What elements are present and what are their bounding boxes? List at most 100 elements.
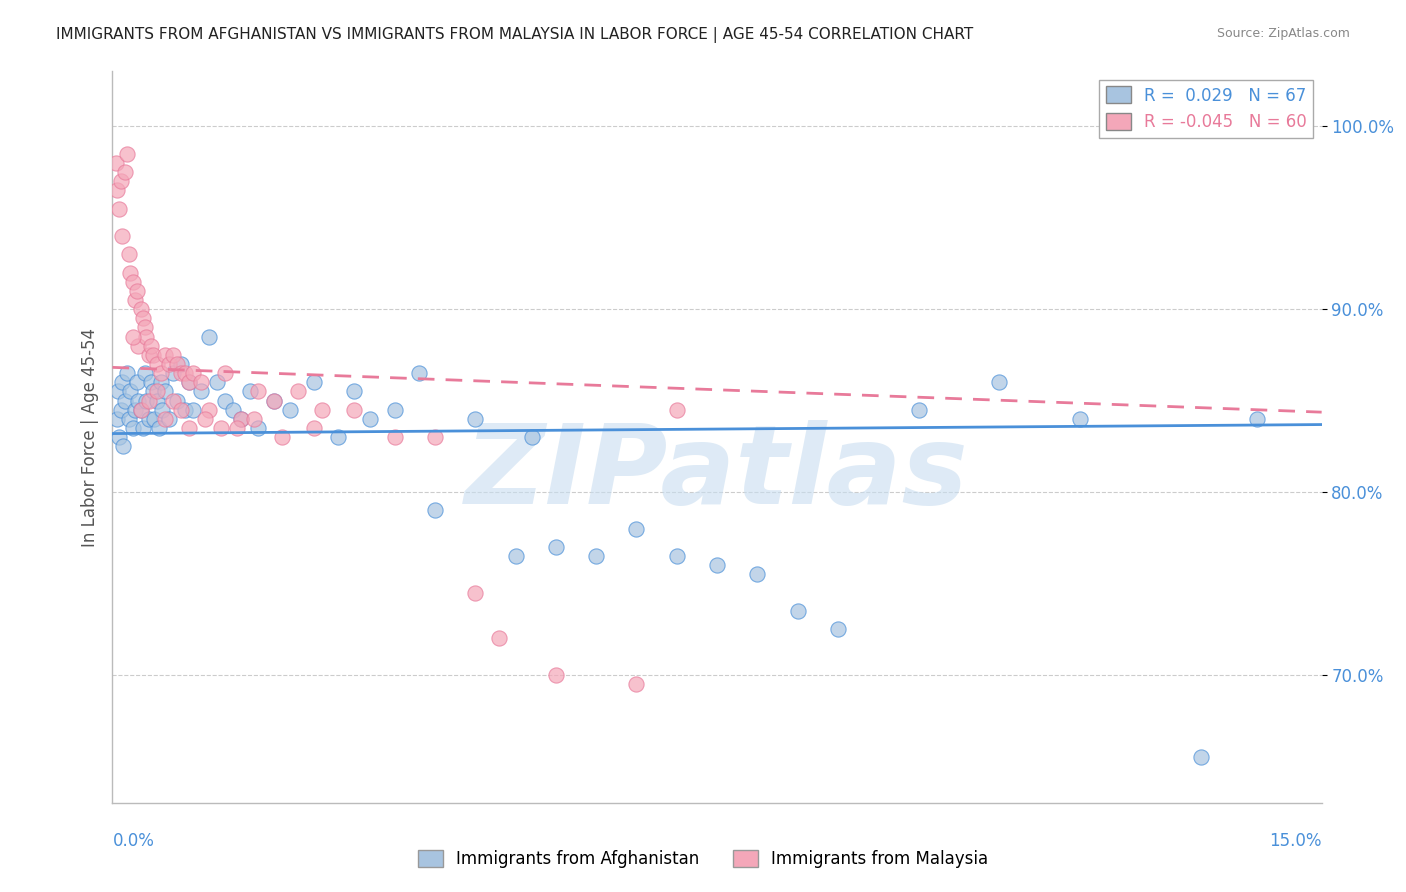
Point (138, 348, 160, 362)
Point (108, 430, 131, 444)
Point (174, 366, 197, 380)
Point (464, 585, 486, 599)
Point (214, 366, 236, 380)
Point (174, 402, 197, 417)
Point (665, 549, 688, 563)
Point (1246, 412, 1268, 426)
Point (626, 522, 648, 536)
Point (127, 393, 149, 408)
Point (520, 430, 543, 444)
Point (134, 366, 156, 380)
Point (104, 155, 127, 169)
Point (359, 412, 381, 426)
Point (114, 165, 136, 179)
Point (129, 402, 152, 417)
Point (181, 366, 204, 380)
Point (464, 412, 486, 426)
Text: ZIPatlas: ZIPatlas (465, 420, 969, 527)
Point (124, 402, 146, 417)
Point (115, 366, 138, 380)
Point (149, 366, 172, 380)
Point (148, 421, 170, 435)
Point (121, 421, 143, 435)
Point (110, 402, 132, 417)
Point (170, 402, 193, 417)
Point (142, 384, 165, 399)
Point (209, 421, 232, 435)
Point (343, 384, 366, 399)
Point (231, 412, 253, 426)
Legend: R =  0.029   N = 67, R = -0.045   N = 60: R = 0.029 N = 67, R = -0.045 N = 60 (1099, 79, 1313, 137)
Point (105, 412, 128, 426)
Point (706, 558, 728, 573)
Point (222, 402, 245, 417)
Point (408, 366, 430, 380)
Point (214, 393, 236, 408)
Point (132, 311, 155, 326)
Point (544, 668, 567, 682)
Legend: Immigrants from Afghanistan, Immigrants from Malaysia: Immigrants from Afghanistan, Immigrants … (411, 843, 995, 875)
Point (263, 393, 285, 408)
Point (135, 329, 157, 343)
Point (231, 412, 253, 426)
Point (194, 412, 217, 426)
Y-axis label: In Labor Force | Age 45-54: In Labor Force | Age 45-54 (80, 327, 98, 547)
Point (585, 549, 607, 563)
Point (190, 376, 212, 390)
Point (129, 301, 152, 317)
Point (162, 366, 184, 380)
Text: 15.0%: 15.0% (1270, 832, 1322, 850)
Point (198, 329, 221, 343)
Point (988, 376, 1011, 390)
Point (124, 293, 146, 307)
Point (287, 384, 309, 399)
Point (125, 376, 148, 390)
Point (423, 430, 446, 444)
Point (544, 540, 567, 554)
Point (827, 622, 849, 636)
Point (343, 402, 366, 417)
Point (108, 202, 131, 216)
Point (311, 402, 333, 417)
Text: IMMIGRANTS FROM AFGHANISTAN VS IMMIGRANTS FROM MALAYSIA IN LABOR FORCE | AGE 45-: IMMIGRANTS FROM AFGHANISTAN VS IMMIGRANT… (56, 27, 973, 43)
Point (129, 402, 152, 417)
Point (127, 339, 149, 353)
Point (177, 421, 200, 435)
Point (162, 393, 184, 408)
Point (198, 402, 221, 417)
Point (157, 357, 180, 371)
Point (117, 247, 139, 261)
Point (111, 376, 134, 390)
Point (181, 402, 204, 417)
Point (162, 348, 184, 362)
Point (328, 430, 350, 444)
Point (423, 503, 446, 517)
Point (488, 632, 510, 646)
Point (238, 384, 260, 399)
Point (153, 412, 176, 426)
Point (152, 402, 174, 417)
Point (120, 266, 142, 280)
Point (153, 348, 176, 362)
Point (1189, 750, 1212, 764)
Point (143, 412, 166, 426)
Point (120, 384, 142, 399)
Point (134, 320, 156, 334)
Point (177, 376, 200, 390)
Point (278, 402, 301, 417)
Point (153, 384, 176, 399)
Point (166, 393, 188, 408)
Point (263, 393, 285, 408)
Point (190, 384, 212, 399)
Point (242, 412, 264, 426)
Point (207, 376, 229, 390)
Point (907, 402, 929, 417)
Point (177, 376, 200, 390)
Text: 0.0%: 0.0% (112, 832, 155, 850)
Point (117, 412, 139, 426)
Point (138, 393, 160, 408)
Point (141, 376, 163, 390)
Point (107, 384, 129, 399)
Point (246, 384, 269, 399)
Point (132, 421, 155, 435)
